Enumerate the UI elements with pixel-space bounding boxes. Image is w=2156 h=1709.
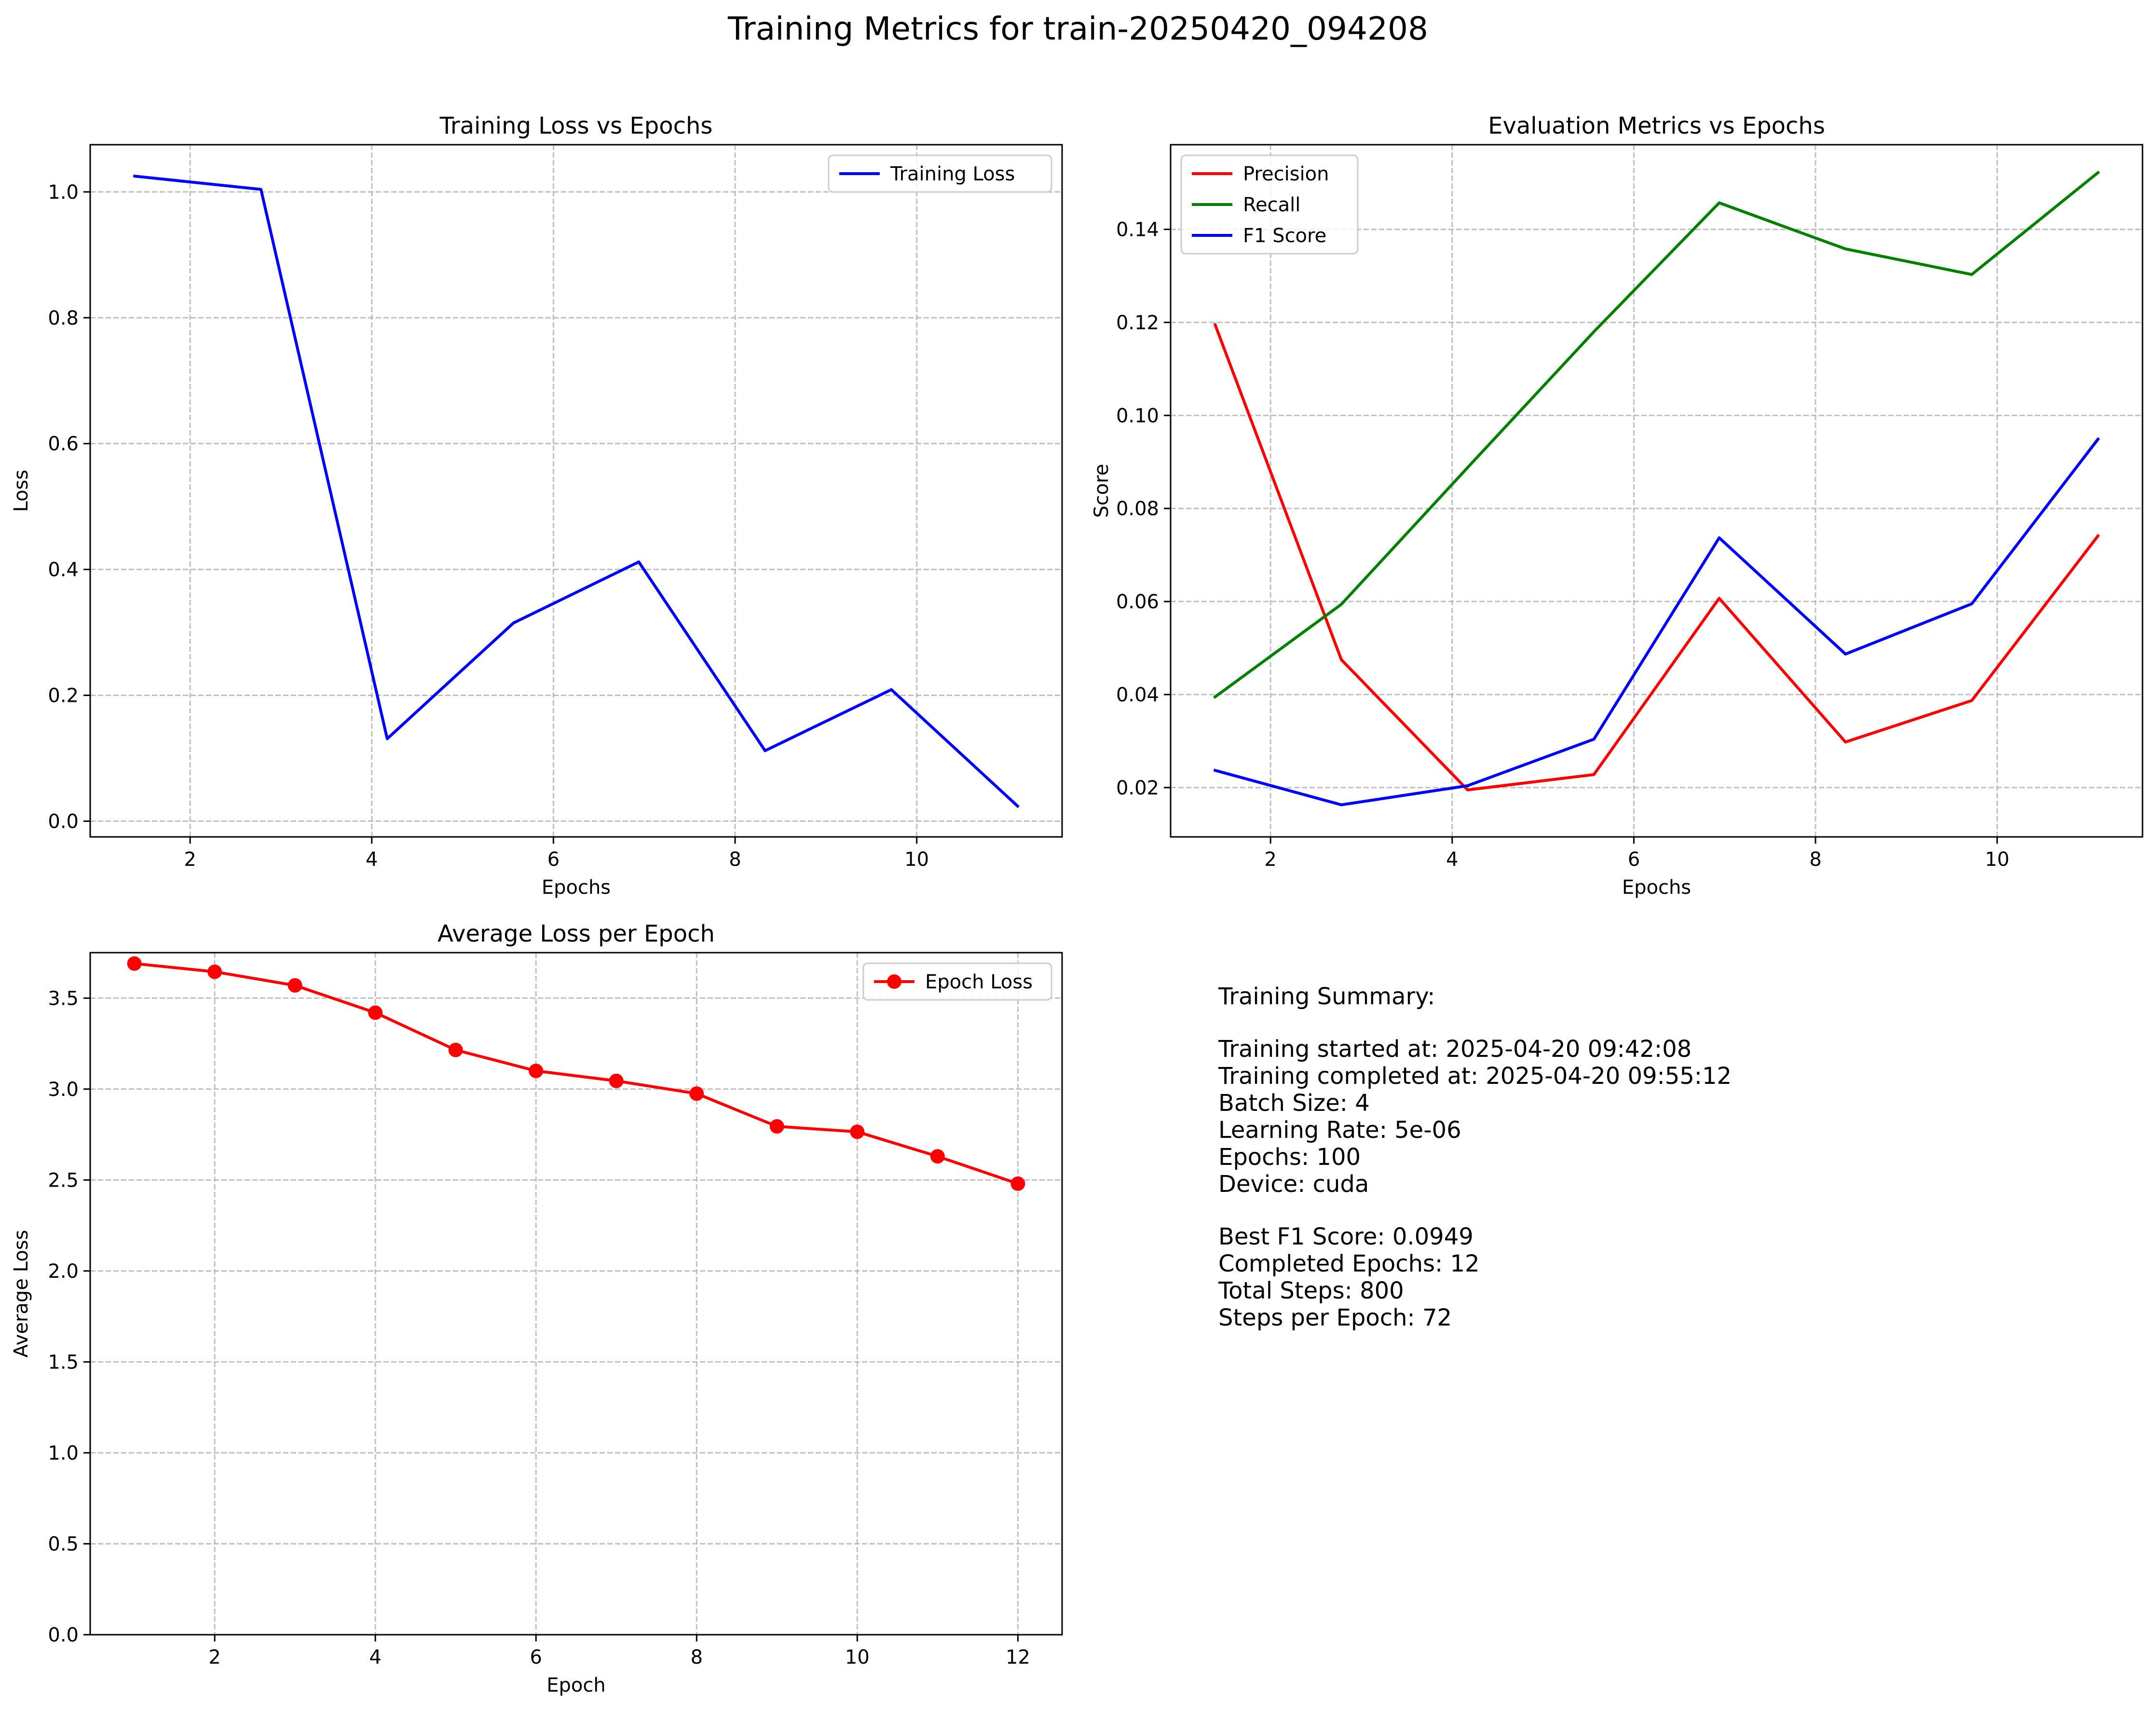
legend-label: Training Loss [890, 163, 1015, 185]
legend-label: Precision [1243, 163, 1329, 185]
y-tick-label: 0.10 [1116, 405, 1159, 427]
legend-box [1180, 154, 1359, 255]
data-point [368, 1005, 383, 1020]
x-tick-label: 4 [1446, 848, 1458, 871]
summary-line: Device: cuda [1218, 1171, 1369, 1198]
series-line-f1-score [1213, 437, 2100, 807]
x-tick-label: 8 [691, 1646, 703, 1668]
y-tick-label: 2.5 [48, 1169, 79, 1191]
data-point [609, 1073, 624, 1088]
x-tick-label: 10 [1985, 848, 2009, 871]
series-line-training-loss [133, 174, 1020, 808]
series-line-epoch-loss [133, 962, 1020, 1186]
data-point [930, 1149, 945, 1164]
data-point [127, 956, 142, 971]
y-axis-label: Loss [10, 470, 32, 512]
summary-line: Training completed at: 2025-04-20 09:55:… [1218, 1063, 1732, 1090]
summary-line: Best F1 Score: 0.0949 [1218, 1223, 1474, 1250]
training-summary: Training Summary: Training started at: 2… [1218, 983, 1732, 1331]
series-line-precision [1213, 323, 2100, 792]
x-tick-label: 6 [530, 1646, 542, 1668]
y-tick-label: 1.0 [48, 1442, 79, 1464]
y-tick-label: 0.06 [1116, 591, 1159, 613]
summary-heading: Training Summary: [1218, 983, 1435, 1010]
legend-label: Epoch Loss [925, 971, 1033, 993]
summary-line: Steps per Epoch: 72 [1218, 1304, 1452, 1331]
x-tick-label: 8 [1809, 848, 1821, 871]
legend-box [828, 154, 1052, 193]
axes-frame [89, 952, 1063, 1636]
series-line-recall [1213, 170, 2100, 699]
y-tick-label: 2.0 [48, 1260, 79, 1283]
y-tick-label: 0.02 [1116, 777, 1159, 799]
legend: Epoch Loss [862, 962, 1052, 1001]
summary-line: Learning Rate: 5e-06 [1218, 1117, 1461, 1144]
chart-title: Evaluation Metrics vs Epochs [1488, 112, 1825, 139]
x-tick-label: 8 [729, 848, 741, 871]
summary-line: Batch Size: 4 [1218, 1090, 1370, 1117]
axes-frame [89, 144, 1063, 838]
y-tick-label: 0.5 [48, 1533, 79, 1555]
x-tick-label: 6 [1628, 848, 1640, 871]
legend: Precision Recall F1 Score [1180, 154, 1359, 255]
y-tick-label: 0.4 [48, 559, 79, 581]
x-tick-label: 2 [184, 848, 196, 871]
y-tick-label: 1.0 [48, 181, 79, 204]
summary-line: Epochs: 100 [1218, 1144, 1361, 1171]
data-point [689, 1086, 704, 1101]
x-tick-label: 4 [369, 1646, 381, 1668]
evaluation-metrics-chart: 2 4 6 8 10 0.02 0.04 0.06 0.08 0.10 0.12 0.14 Evalua… [1091, 112, 2143, 899]
data-point [769, 1119, 784, 1134]
data-point [207, 964, 222, 979]
x-tick-label: 6 [547, 848, 559, 871]
legend-label: Recall [1243, 194, 1300, 216]
y-tick-label: 0.8 [48, 307, 79, 329]
legend-marker [887, 974, 901, 989]
data-point [529, 1064, 544, 1079]
y-axis-label: Score [1091, 464, 1113, 518]
x-tick-label: 2 [1264, 848, 1276, 871]
summary-line: Completed Epochs: 12 [1218, 1250, 1480, 1277]
y-tick-label: 0.12 [1116, 312, 1159, 334]
y-tick-label: 0.0 [48, 810, 79, 833]
y-tick-label: 0.14 [1116, 219, 1159, 241]
x-tick-label: 10 [845, 1646, 870, 1668]
legend-label: F1 Score [1243, 225, 1326, 247]
x-axis-label: Epochs [1622, 876, 1691, 899]
chart-title: Average Loss per Epoch [437, 920, 715, 947]
average-loss-chart: 2 4 6 8 10 12 0.0 0.5 1.0 1.5 2.0 2.5 3.0 3.5 Average … [10, 920, 1063, 1696]
data-point [850, 1124, 865, 1139]
figure-title: Training Metrics for train-20250420_0942… [727, 10, 1428, 47]
data-point [287, 978, 302, 993]
x-axis-label: Epoch [546, 1674, 605, 1696]
y-tick-label: 0.2 [48, 684, 79, 707]
y-tick-label: 0.08 [1116, 498, 1159, 520]
axes-frame [1170, 144, 2143, 838]
x-tick-label: 4 [366, 848, 378, 871]
legend-box [862, 962, 1052, 1001]
y-tick-label: 0.6 [48, 433, 79, 455]
x-tick-label: 2 [208, 1646, 220, 1668]
y-tick-label: 1.5 [48, 1351, 79, 1373]
y-tick-label: 3.0 [48, 1079, 79, 1101]
data-point [1010, 1176, 1025, 1191]
x-tick-label: 12 [1006, 1646, 1030, 1668]
training-loss-chart: 2 4 6 8 10 0.0 0.2 0.4 0.6 0.8 1.0 Training Loss vs… [10, 112, 1063, 899]
y-tick-label: 0.0 [48, 1624, 79, 1646]
x-tick-label: 10 [904, 848, 929, 871]
y-axis-label: Average Loss [10, 1230, 32, 1358]
y-tick-label: 3.5 [48, 987, 79, 1010]
summary-line: Training started at: 2025-04-20 09:42:08 [1218, 1036, 1692, 1063]
x-axis-label: Epochs [542, 876, 611, 899]
legend: Training Loss [828, 154, 1052, 193]
data-point [448, 1042, 463, 1057]
y-tick-label: 0.04 [1116, 684, 1159, 706]
chart-title: Training Loss vs Epochs [439, 112, 713, 139]
summary-line: Total Steps: 800 [1218, 1277, 1404, 1304]
